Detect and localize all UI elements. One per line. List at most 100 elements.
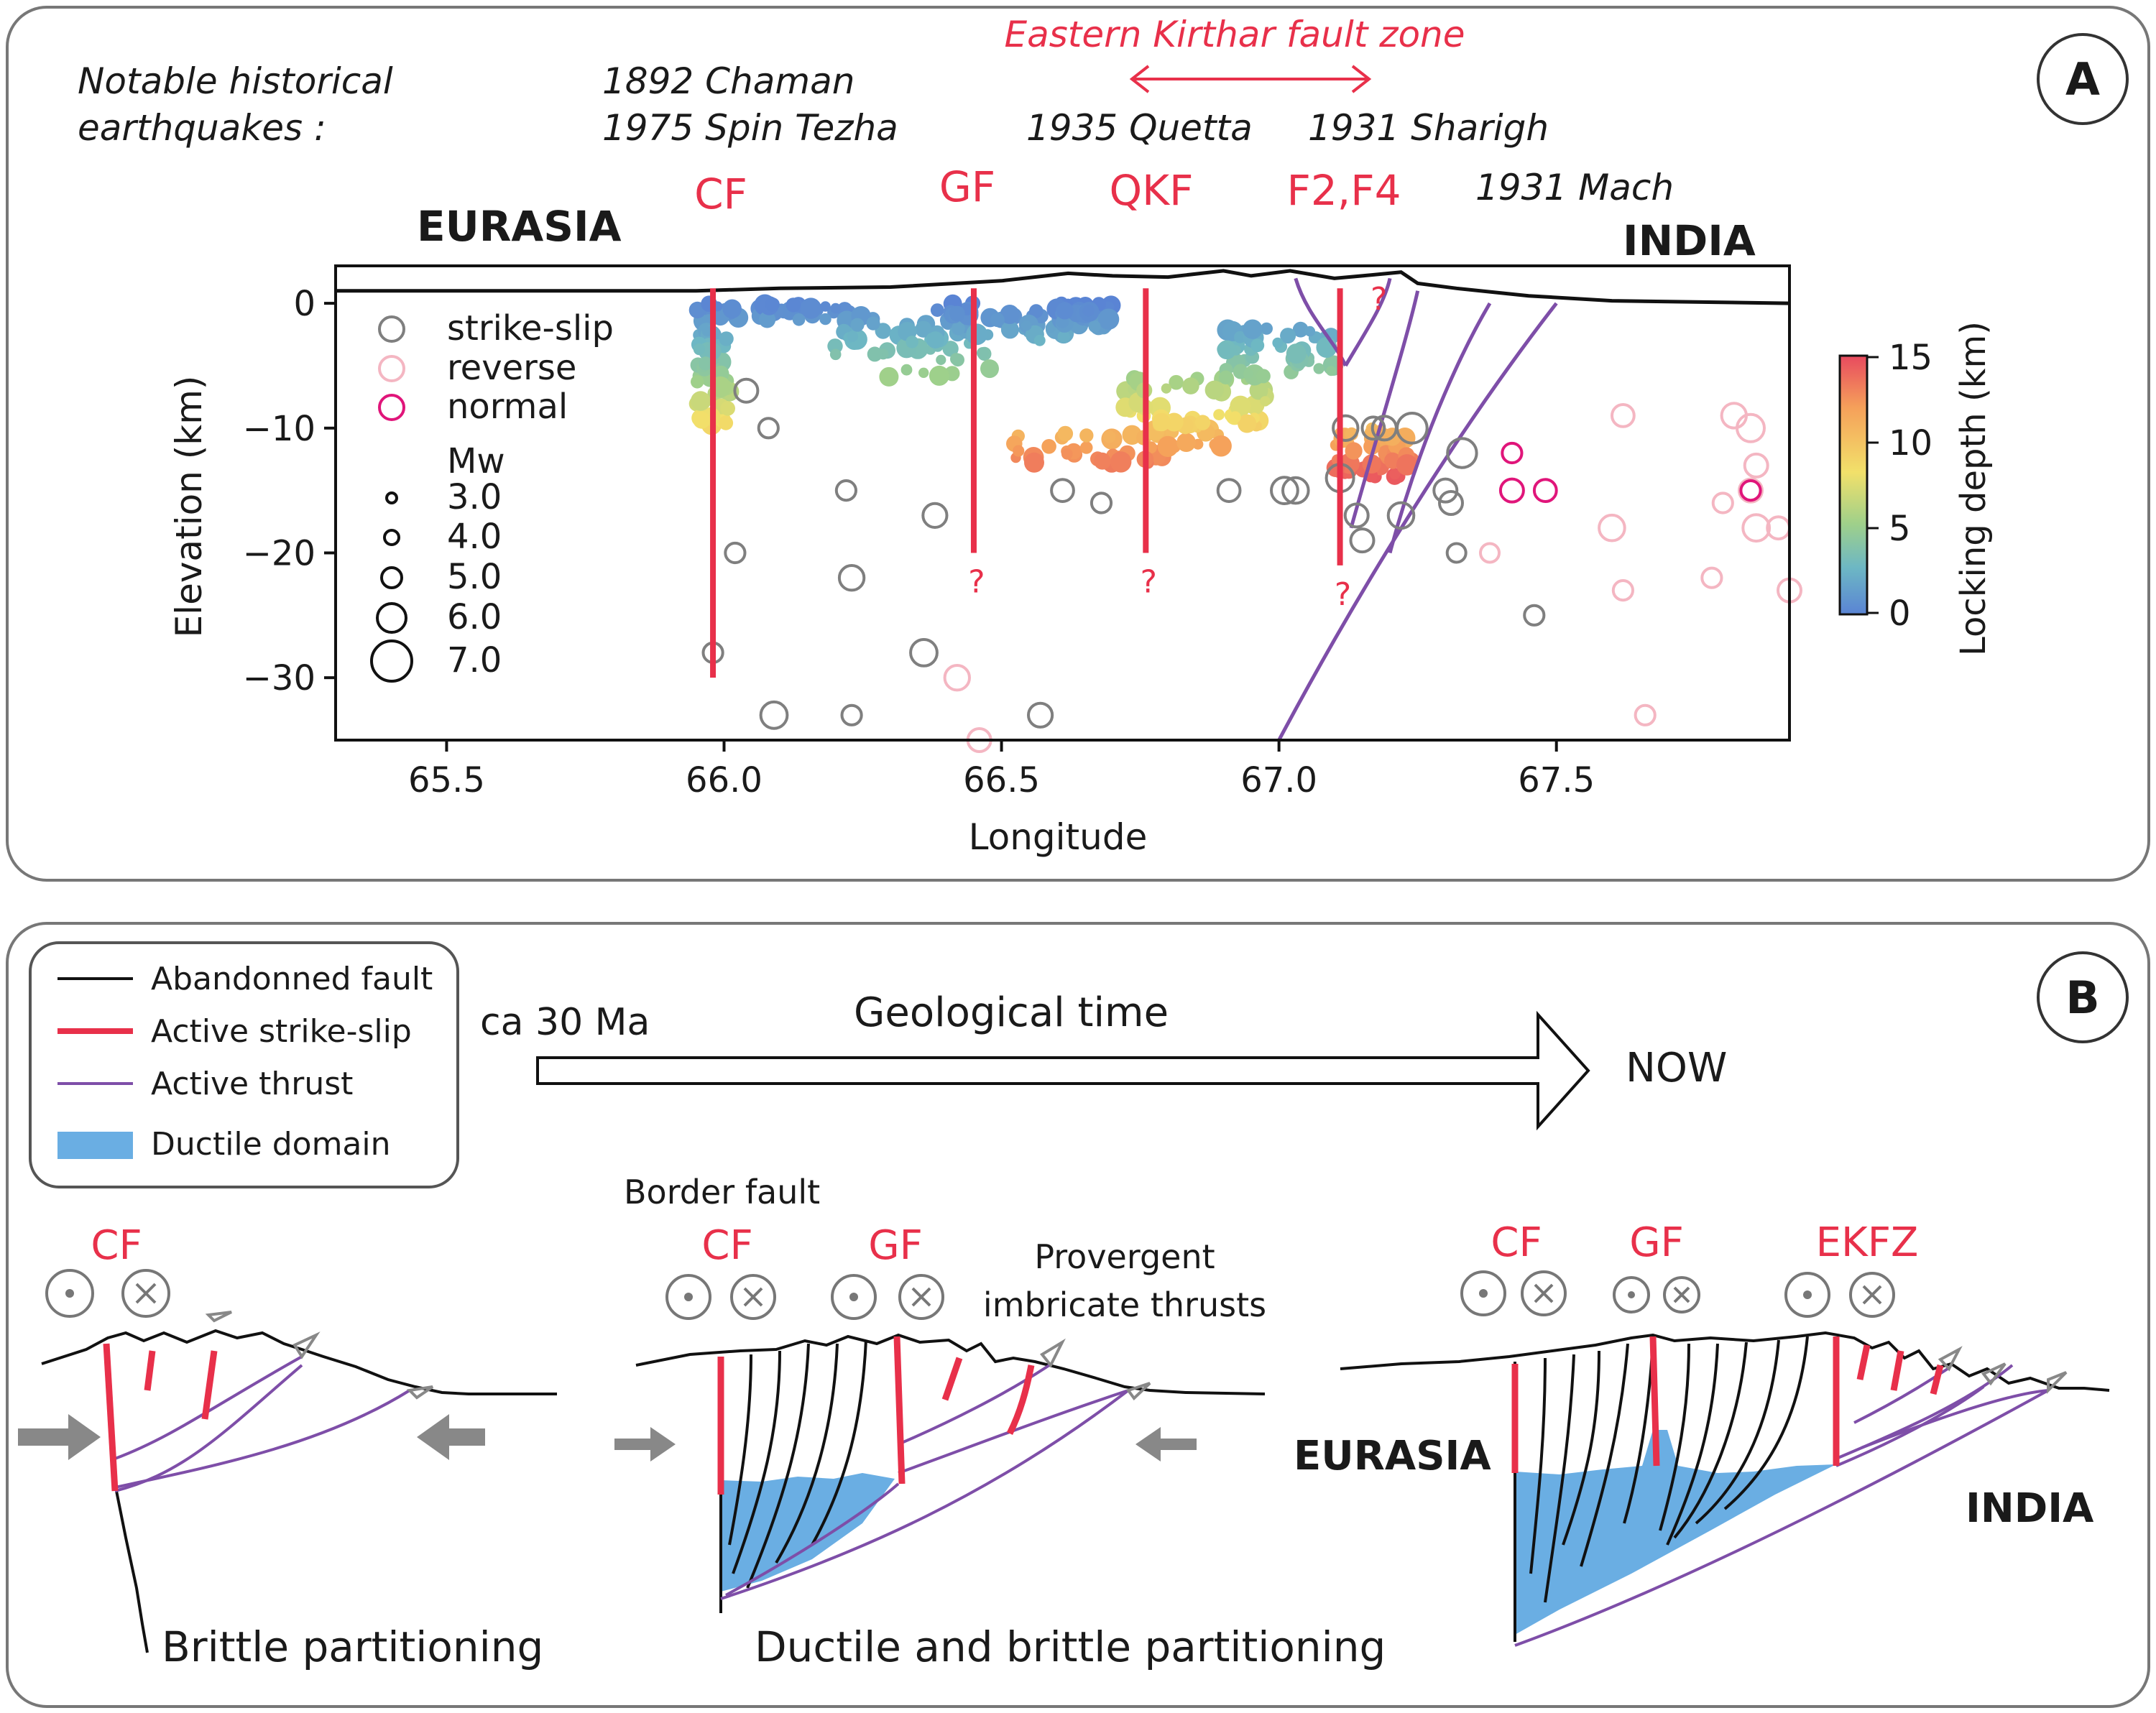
reverse-earthquake [1611, 403, 1636, 428]
locking-depth-point [1110, 451, 1132, 473]
legend-ductile-label: Ductile domain [151, 1126, 391, 1163]
x-axis-label: Longitude [969, 816, 1148, 858]
reverse-earthquake [1634, 703, 1657, 726]
stage-3-dot-symbol-1 [1460, 1270, 1506, 1316]
stage-2-dot-symbol-2 [831, 1274, 877, 1320]
stage-2-thrust-tips [1040, 1338, 1151, 1401]
locking-depth-point [952, 321, 965, 336]
reverse-earthquake [1598, 513, 1626, 542]
stage-1-arrow-right [417, 1414, 485, 1460]
strike-slip-earthquake [1438, 490, 1464, 516]
stage-1-strike-slip [103, 1343, 218, 1492]
time-arrow [536, 1010, 1590, 1131]
locking-depth-point [786, 297, 801, 313]
legend-normal-label: normal [447, 387, 568, 427]
locking-depth-point [850, 318, 865, 332]
fault-uncertainty-mark: ? [1141, 563, 1157, 600]
locking-depth-point [1260, 322, 1273, 335]
panel-b-badge: B [2065, 971, 2099, 1024]
stage-3-india-label: INDIA [1966, 1485, 2094, 1532]
legend-mw-5-marker [380, 566, 403, 589]
legend-mw-5: 5.0 [447, 557, 502, 597]
strike-slip-earthquake [1386, 501, 1416, 530]
fault-uncertainty-mark: ? [968, 563, 985, 600]
stage-3-dot-symbol-2 [1613, 1276, 1650, 1313]
strike-slip-earthquake [840, 703, 863, 726]
stage-1-dot-symbol [45, 1269, 94, 1318]
locking-depth-point [1389, 468, 1401, 480]
legend-a: strike-slip reverse normal Mw 3.0 4.0 5.… [370, 308, 614, 683]
colorbar-tick-5: 5 [1889, 509, 1911, 549]
locking-depth-point [800, 297, 822, 319]
normal-earthquake [1532, 478, 1558, 503]
colorbar-tick-0: 0 [1889, 594, 1911, 634]
stage-3-thrust-tips [1938, 1346, 2068, 1394]
locking-depth-point [942, 341, 959, 357]
locking-depth-point [722, 299, 742, 319]
locking-depth-point [1021, 320, 1032, 331]
locking-depth-point [758, 311, 776, 328]
locking-depth-point [1094, 452, 1111, 470]
legend-mw-6-marker [376, 602, 407, 634]
strike-slip-earthquake [733, 377, 760, 404]
locking-depth-point [906, 336, 918, 348]
locking-depth-point [1013, 445, 1025, 457]
strike-slip-earthquake [1089, 491, 1113, 514]
reverse-earthquake [1711, 491, 1734, 514]
stage-2-arrow-left [614, 1427, 676, 1462]
locking-depth-point [1161, 383, 1171, 394]
strike-slip-earthquake [1349, 527, 1376, 554]
locking-depth-point [1210, 435, 1232, 457]
locking-depth-point [1041, 439, 1056, 454]
stage-1-abandoned-fault [115, 1490, 149, 1653]
locking-depth-point [1249, 381, 1268, 400]
locking-depth-point [1152, 412, 1171, 432]
locking-depth-point [1326, 366, 1337, 377]
reverse-earthquake [1743, 452, 1769, 479]
locking-depth-point [847, 331, 859, 342]
strike-slip-earthquake [1027, 701, 1054, 729]
stage-1-caption: Brittle partitioning [162, 1622, 543, 1671]
legend-mw-3: 3.0 [447, 477, 502, 517]
locking-depth-point [1260, 396, 1271, 407]
y-tick-label: −20 [243, 533, 315, 573]
x-tick-label: 66.0 [686, 760, 763, 800]
plot-frame [334, 264, 1791, 742]
thrust-fault-line [1349, 290, 1420, 529]
thrust-fault-line [1344, 277, 1392, 367]
reverse-earthquake [1738, 477, 1764, 504]
strike-slip-earthquake [759, 700, 789, 730]
colorbar-tick-15: 15 [1889, 338, 1932, 378]
locking-depth-point [1079, 441, 1093, 454]
stage-3-now: CF GF EKFZ [1294, 1219, 2110, 1647]
strike-slip-earthquake [1360, 415, 1386, 441]
locking-depth-point [1229, 411, 1241, 423]
plot-area [336, 266, 1789, 740]
legend-reverse-marker [378, 355, 405, 382]
locking-depth-point [1272, 337, 1284, 348]
locking-depth-point [765, 297, 780, 312]
stage-1-topography [41, 1329, 557, 1395]
normal-earthquake [1739, 479, 1762, 502]
locking-depth-point [1243, 319, 1263, 339]
locking-depth-point [918, 367, 929, 378]
locking-depth-point [820, 301, 831, 312]
locking-depth-point [1345, 442, 1363, 460]
locking-depth-point [693, 411, 711, 429]
strike-slip-earthquake [1396, 412, 1429, 445]
locking-depth-point [719, 331, 734, 346]
panel-a-badge: A [2065, 53, 2100, 106]
legend-mw-7: 7.0 [447, 640, 502, 680]
strike-slip-earthquake [834, 479, 858, 502]
eq-1975: 1975 Spin Tezha [602, 107, 898, 149]
legend-strike-slip-marker [378, 315, 405, 343]
normal-earthquake [1501, 441, 1524, 465]
strike-slip-earthquake [1270, 476, 1299, 505]
y-axis-label: Elevation (km) [168, 376, 210, 638]
stage-1-thrust-tips [205, 1311, 434, 1400]
y-tick-label: −10 [243, 409, 315, 449]
panel-a-badge-circle [2037, 33, 2129, 125]
stage-2-provergent-2: imbricate thrusts [983, 1285, 1266, 1324]
locking-depth-point [699, 356, 713, 371]
eq-1892: 1892 Chaman [602, 60, 854, 102]
